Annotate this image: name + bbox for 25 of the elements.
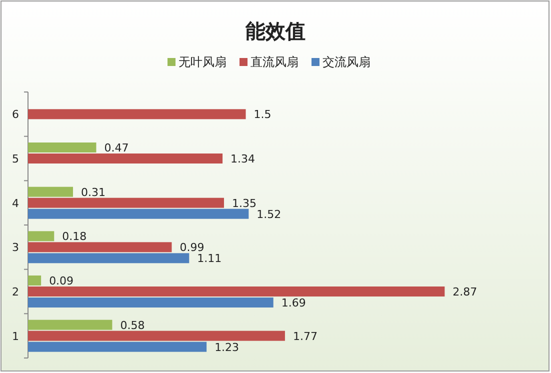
data-label: 0.31 xyxy=(81,186,106,199)
data-label: 0.58 xyxy=(120,318,145,332)
data-label: 0.99 xyxy=(180,241,204,254)
y-tick-label: 3 xyxy=(12,241,19,254)
data-label: 0.09 xyxy=(49,274,74,288)
y-tick-label: 5 xyxy=(12,152,19,166)
y-tick-label: 4 xyxy=(12,196,19,210)
data-label: 1.35 xyxy=(232,196,256,210)
data-label: 1.23 xyxy=(214,340,240,354)
legend-label: 交流风扇 xyxy=(322,55,370,69)
data-label: 1.69 xyxy=(281,296,306,310)
data-label: 0.47 xyxy=(104,142,129,154)
data-label: 1.5 xyxy=(254,108,272,122)
data-label: 0.18 xyxy=(62,230,87,244)
data-label: 1.77 xyxy=(292,330,318,343)
data-label: 2.87 xyxy=(452,286,478,298)
data-label: 1.34 xyxy=(230,152,256,166)
data-label: 1.52 xyxy=(256,208,282,221)
data-label: 1.11 xyxy=(197,252,222,266)
chart-title: 能效值 xyxy=(246,19,306,43)
y-tick-label: 6 xyxy=(12,108,19,122)
y-tick-label: 1 xyxy=(12,330,19,343)
y-tick-label: 2 xyxy=(12,286,19,298)
legend-label: 无叶风扇 xyxy=(178,55,226,69)
legend-label: 直流风扇 xyxy=(250,55,298,69)
